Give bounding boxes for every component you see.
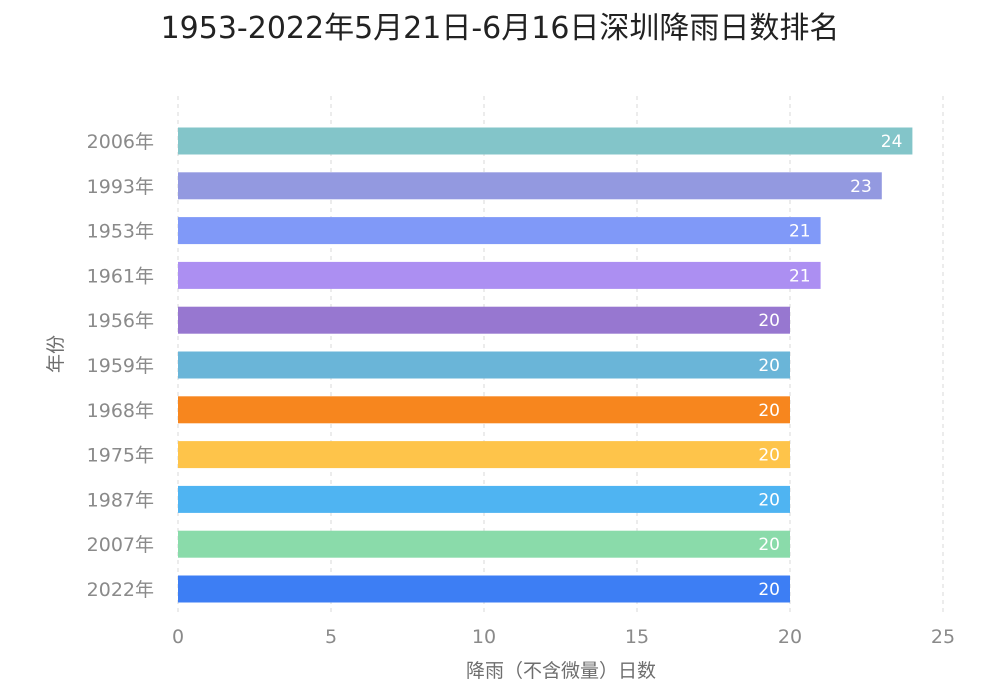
- bar: [178, 261, 821, 289]
- bar-value-label: 21: [789, 266, 811, 286]
- bar: [178, 530, 790, 558]
- y-tick-label: 1961年: [87, 265, 154, 287]
- y-tick-label: 2007年: [87, 534, 154, 556]
- y-tick-label: 1956年: [87, 310, 154, 332]
- y-axis-label: 年份: [45, 335, 67, 373]
- bar: [178, 441, 790, 469]
- bar: [178, 575, 790, 603]
- x-tick-label: 0: [172, 626, 184, 648]
- bar-value-label: 20: [758, 580, 780, 600]
- bar-value-label: 21: [789, 222, 811, 242]
- bar-value-label: 20: [758, 446, 780, 466]
- y-tick-label: 1987年: [87, 489, 154, 511]
- y-tick-label: 1968年: [87, 400, 154, 422]
- x-tick-label: 25: [931, 626, 955, 648]
- x-tick-label: 15: [625, 626, 649, 648]
- bars: 24 23 21 21 20 20 20 20 20 20 20: [178, 127, 913, 603]
- y-tick-labels: 2006年 1993年 1953年 1961年 1956年 1959年 1968年 1975年…: [87, 131, 154, 601]
- x-tick-labels: 0 5 10 15 20 25: [172, 626, 955, 648]
- y-tick-label: 1953年: [87, 221, 154, 243]
- y-tick-label: 2022年: [87, 579, 154, 601]
- bar-value-label: 20: [758, 401, 780, 421]
- bar-value-label: 23: [850, 177, 872, 197]
- bar: [178, 306, 790, 334]
- x-axis-label: 降雨（不含微量）日数: [466, 660, 656, 682]
- bar-value-label: 24: [881, 132, 903, 152]
- bar: [178, 485, 790, 513]
- chart-title: 1953-2022年5月21日-6月16日深圳降雨日数排名: [161, 11, 840, 46]
- bar-value-label: 20: [758, 535, 780, 555]
- x-tick-label: 20: [778, 626, 802, 648]
- bar-value-label: 20: [758, 311, 780, 331]
- x-tick-label: 5: [325, 626, 337, 648]
- y-tick-label: 1959年: [87, 355, 154, 377]
- y-tick-label: 1975年: [87, 445, 154, 467]
- y-tick-label: 1993年: [87, 176, 154, 198]
- bar: [178, 127, 913, 155]
- y-tick-label: 2006年: [87, 131, 154, 153]
- bar: [178, 217, 821, 245]
- bar-value-label: 20: [758, 490, 780, 510]
- bar: [178, 396, 790, 424]
- bar-value-label: 20: [758, 356, 780, 376]
- bar: [178, 172, 882, 200]
- bar: [178, 351, 790, 379]
- x-tick-label: 10: [472, 626, 496, 648]
